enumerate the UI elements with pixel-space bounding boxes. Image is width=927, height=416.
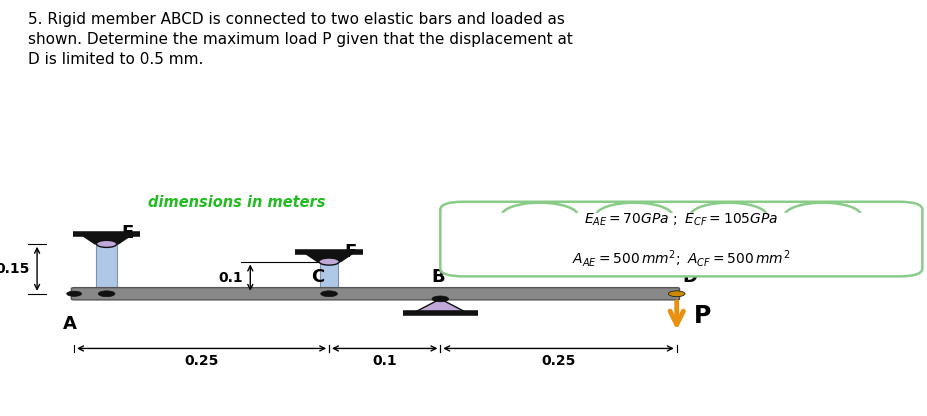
Circle shape [502, 203, 578, 230]
Text: 0.1: 0.1 [373, 354, 397, 368]
Text: A: A [63, 314, 76, 333]
Text: $E_{AE}=70GPa\ ;\ E_{CF}=105GPa$: $E_{AE}=70GPa\ ;\ E_{CF}=105GPa$ [584, 212, 779, 228]
Circle shape [321, 291, 337, 297]
Text: $A_{AE}=500\,mm^2;\ A_{CF}=500\,mm^2$: $A_{AE}=500\,mm^2;\ A_{CF}=500\,mm^2$ [572, 248, 791, 269]
Text: C: C [311, 268, 324, 286]
Circle shape [595, 203, 673, 230]
Circle shape [319, 258, 339, 265]
Circle shape [690, 203, 768, 230]
Text: P: P [693, 305, 711, 329]
Polygon shape [303, 252, 355, 262]
Text: D: D [682, 268, 697, 286]
Text: 0.15: 0.15 [0, 262, 30, 276]
Text: B: B [432, 268, 445, 286]
Circle shape [67, 291, 82, 296]
Circle shape [668, 291, 685, 297]
Text: 0.25: 0.25 [184, 354, 219, 368]
Text: 0.25: 0.25 [541, 354, 576, 368]
FancyBboxPatch shape [459, 213, 904, 270]
Bar [96, 244, 117, 294]
FancyBboxPatch shape [440, 202, 922, 276]
Polygon shape [81, 234, 133, 244]
Text: dimensions in meters: dimensions in meters [147, 195, 325, 210]
FancyBboxPatch shape [71, 287, 679, 300]
Circle shape [96, 240, 117, 248]
Text: E: E [121, 224, 133, 242]
Text: 5. Rigid member ABCD is connected to two elastic bars and loaded as
shown. Deter: 5. Rigid member ABCD is connected to two… [28, 12, 573, 67]
Circle shape [784, 203, 861, 230]
Circle shape [432, 296, 449, 302]
Text: 0.1: 0.1 [218, 271, 243, 285]
Bar [320, 262, 338, 294]
Text: F: F [344, 243, 356, 261]
Circle shape [98, 291, 115, 297]
Polygon shape [413, 299, 468, 313]
